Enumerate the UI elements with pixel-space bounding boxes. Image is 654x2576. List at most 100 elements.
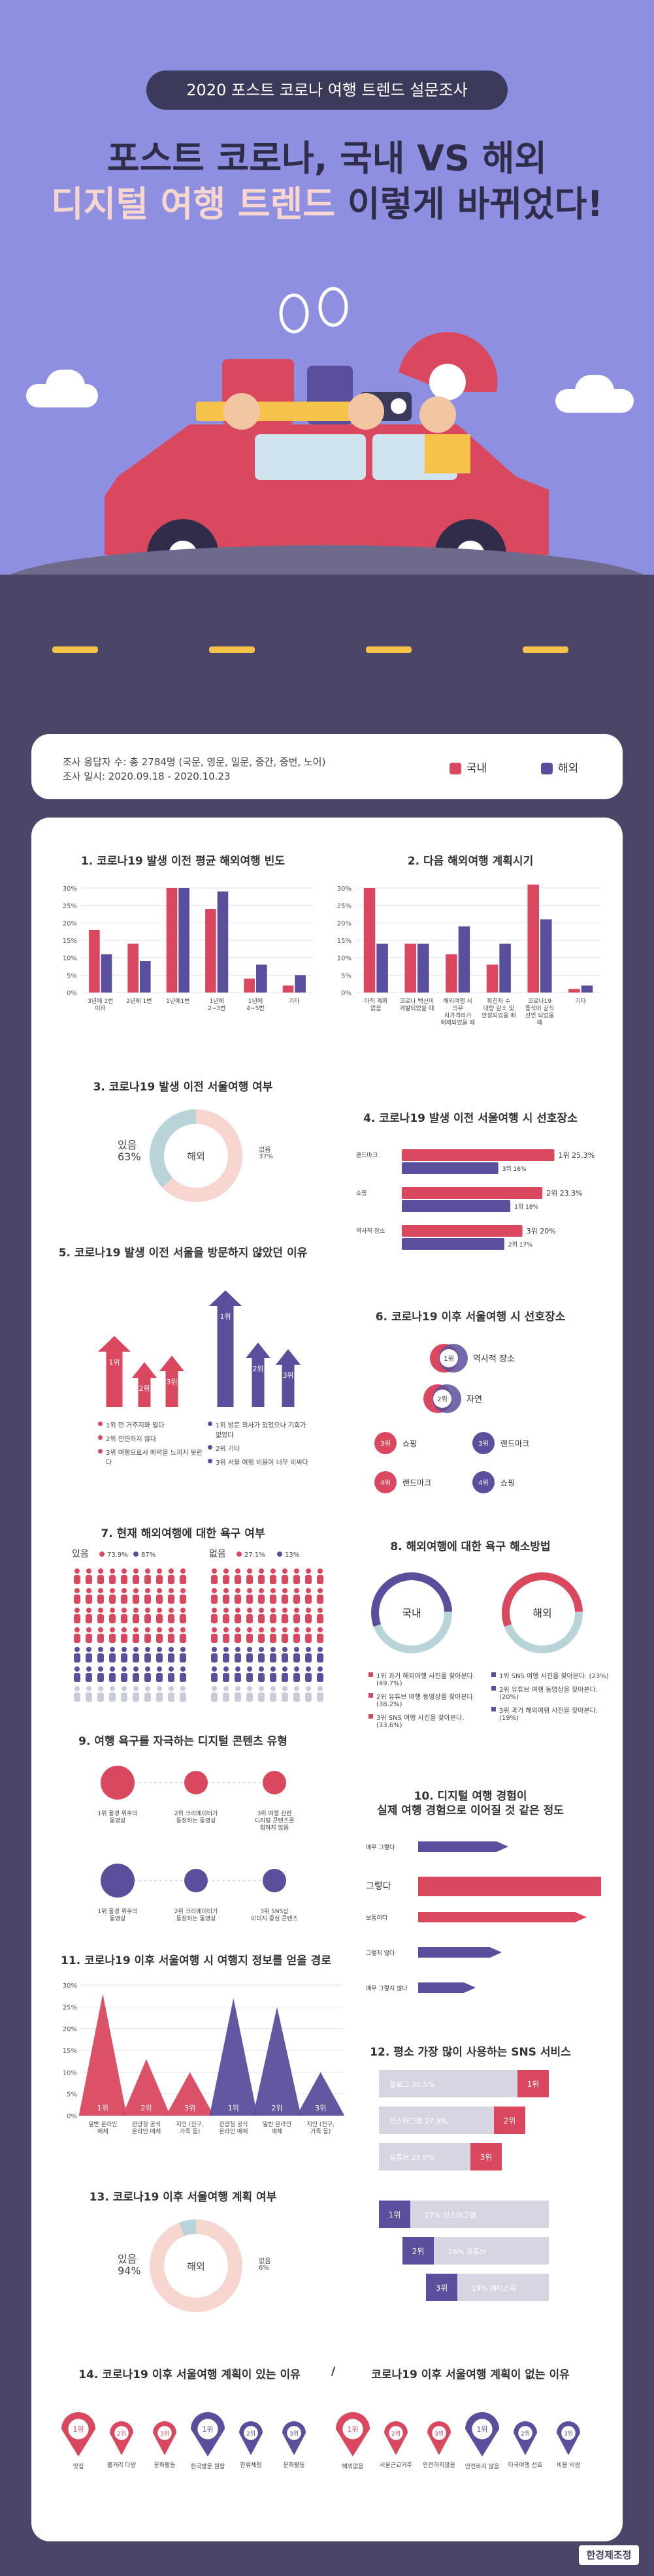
person-head-icon [169,1666,174,1672]
person-head-icon [270,1647,276,1652]
pin-rank: 2위 [246,2430,255,2438]
person-head-icon [145,1647,150,1652]
person-head-icon [247,1627,252,1632]
q8-center-label: 해외 [532,1607,551,1619]
q11-rank: 2위 [140,2104,152,2112]
q9-title: 9. 여행 욕구를 자극하는 디지털 콘텐츠 유형 [78,1735,287,1748]
q5-rank-label: 1위 [220,1312,231,1321]
cloud-right-top [575,375,614,407]
q9-content-icon [101,1766,135,1800]
person-body-icon [282,1595,288,1604]
pin-center [342,2419,363,2440]
q4-dom-value: 1위 25.3% [559,1151,595,1160]
person-head-icon [86,1627,91,1632]
bar-international [540,919,552,993]
person-head-icon [145,1588,150,1593]
legend-dot [237,1551,242,1557]
person-body-icon [293,1634,300,1643]
q6-rank-circle [472,1471,495,1493]
person-head-icon [86,1647,91,1652]
person-body-icon [305,1595,312,1604]
pin-rank: 1위 [347,2425,358,2434]
q8-center-label: 국내 [402,1607,421,1619]
q8-method-item: 2위 유튜브 여행 동영상을 찾아본다. (38.2%) [368,1691,486,1708]
q3-donut-chart [150,1109,242,1202]
bar-international [458,926,470,993]
q7-no-label: 없음 [209,1549,226,1559]
person-head-icon [157,1608,162,1613]
person-body-icon [246,1595,253,1604]
person-body-icon [282,1693,288,1702]
q6-rank: 4위 [380,1478,391,1487]
person-head-icon [212,1686,217,1691]
person-head-icon [294,1647,299,1652]
person-body-icon [156,1634,163,1643]
q11-category-label: 관광청 공식 온라인 매체 [132,2120,161,2135]
person-head-icon [169,1647,174,1652]
headline-highlight: 디지털 여행 트렌드 [50,183,336,225]
person-body-icon [317,1693,323,1702]
person-head-icon [169,1568,174,1574]
person-body-icon [282,1653,288,1662]
bar-international [499,944,511,993]
q5-rank-label: 1위 [108,1358,120,1367]
q3-no-pct: 37% [259,1153,274,1160]
y-tick-label: 5% [67,972,77,979]
person-body-icon [258,1653,265,1662]
q5-arrow [98,1336,131,1407]
person-head-icon [74,1588,80,1593]
person-head-icon [110,1588,115,1593]
pin-reason-label: 한류체험 [240,2462,261,2469]
person-body-icon [97,1693,104,1702]
person-head-icon [306,1647,311,1652]
person-body-icon [144,1634,151,1643]
q13-no-pct: 6% [259,2265,269,2272]
q5-arrow-chart: 1위 2위 3위 1위 2위 3위 [98,1290,301,1407]
person-body-icon [121,1575,127,1584]
q9-content-icon [101,1864,135,1898]
q11-title: 11. 코로나19 이후 서울여행 시 여행지 정보를 얻을 경로 [61,1954,331,1967]
legend-domestic: 국내 [450,759,487,775]
q4-int-value: 3위 16% [502,1166,527,1173]
y-tick-label: 15% [337,938,352,945]
person-body-icon [168,1673,174,1682]
x-category-label: 확진자 수 대량 감소 및 안정되었을 때 [482,997,516,1019]
person-head-icon [169,1608,174,1613]
q12-dom-rank: 1위 [527,2080,540,2089]
person-head-icon [98,1608,103,1613]
y-tick-label: 30% [63,885,77,893]
q8-international-list: 1위 SNS 여행 사진을 찾아본다. (23%) 2위 유튜브 여행 동영상을 … [491,1670,609,1726]
road [0,575,654,731]
q10-level-label: 매우 그렇지 않다 [366,1985,408,1992]
bar-domestic [404,944,416,993]
person-head-icon [259,1608,264,1613]
person-head-icon [212,1588,217,1593]
q4-dom-value: 3위 20% [527,1227,556,1235]
y-tick-label: 5% [67,2091,77,2099]
person-head-icon [235,1568,240,1574]
person-head-icon [169,1588,174,1593]
q10-level-label: 그렇다 [366,1881,391,1892]
x-category-label: 아직 계획 없음 [364,997,387,1012]
person-head-icon [86,1588,91,1593]
person-head-icon [122,1627,127,1632]
person-body-icon [258,1693,265,1702]
q11-triangle [209,1998,257,2116]
bar-domestic [568,989,580,993]
q11-category-label: 일반 온라인 매체 [263,2121,291,2135]
person-head-icon [282,1647,287,1652]
y-tick-label: 15% [63,938,77,945]
q12-int-sns: 27% 인스타그램 [425,2211,476,2219]
person-body-icon [121,1693,127,1702]
q9-content-label: 1위 풍경 위주의 동영상 [97,1907,137,1922]
x-category-label: 기타 [575,998,586,1005]
person-body-icon [235,1673,241,1682]
person-head-icon [223,1647,229,1652]
legend-international: 해외 [541,759,578,775]
bar-international [101,954,112,993]
y-tick-label: 30% [337,885,352,893]
x-category-label: 1년에1번 [166,998,189,1005]
pin-rank: 1위 [73,2425,84,2434]
person-body-icon [317,1673,323,1682]
